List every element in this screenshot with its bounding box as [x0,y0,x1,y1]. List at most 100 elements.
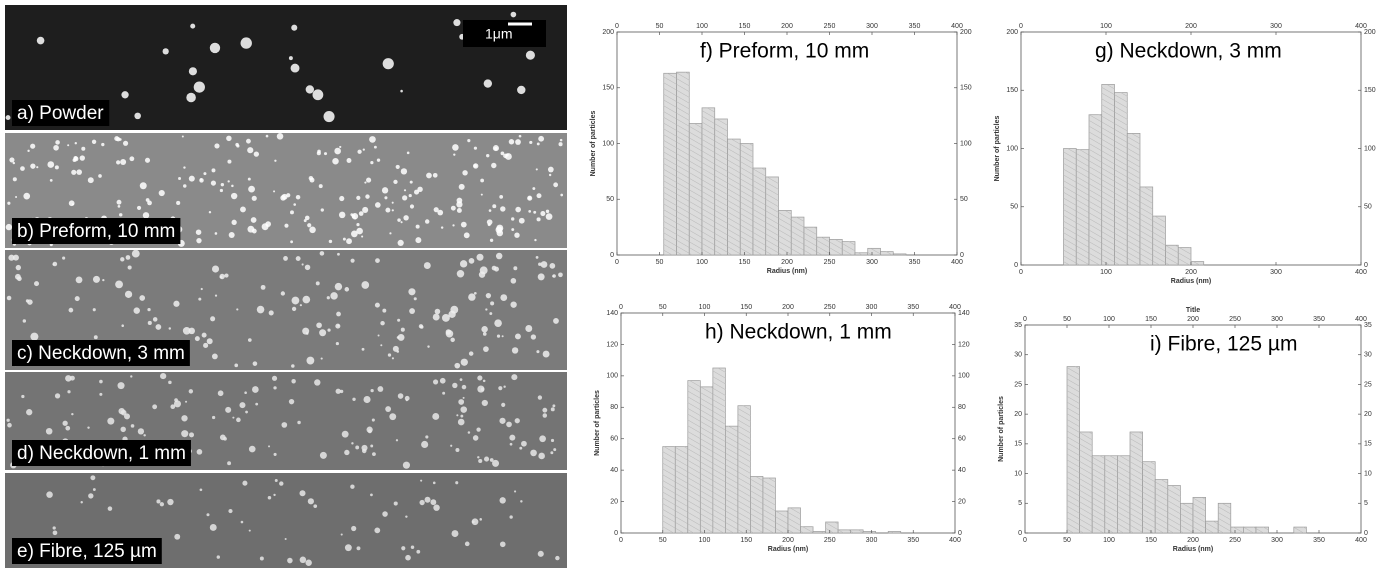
particle [302,295,311,304]
particle [307,223,312,228]
particle [545,213,553,220]
particle [536,350,540,354]
y-tick-label: 50 [606,196,614,203]
particle [181,135,184,138]
particle [256,305,265,314]
particle [439,377,446,384]
particle [30,163,36,169]
particle [299,490,306,497]
particle [121,324,124,327]
x-tick-label: 100 [699,537,711,544]
particle [290,63,300,73]
particle [27,149,30,153]
particle [27,299,33,305]
y-tick-label-right: 0 [960,252,964,259]
particle [372,452,376,457]
panel-label: b) Preform, 10 mm [17,221,175,242]
x-tick-label: 200 [781,259,793,266]
particle [392,345,399,352]
particle [393,179,398,185]
bar-hatch [850,529,864,533]
particle [457,418,465,426]
particle [316,322,322,329]
particle [156,499,161,504]
x-tick-label: 100 [696,259,708,266]
particle [483,79,493,88]
particle [99,379,103,384]
particle [338,211,346,219]
particle [120,409,127,416]
x-tick-label: 300 [866,259,878,266]
particle [424,496,431,503]
particle [549,262,556,269]
x-tick-label: 0 [619,537,623,544]
particle [208,210,212,214]
x-tick-label: 350 [909,259,921,266]
y-tick-label: 5 [1018,500,1022,507]
particle [496,334,501,338]
particle [397,333,405,341]
particle [71,412,74,416]
particle [509,515,513,519]
particle [211,168,216,173]
particle [494,319,502,327]
particle [540,261,548,268]
particle [65,425,71,431]
x-tick-label-top: 50 [1063,316,1071,323]
particle [168,327,172,330]
particle [499,417,506,424]
particle [216,555,220,559]
particle [250,217,257,223]
particle [373,145,377,149]
y-tick-label-right: 100 [960,140,972,147]
particle [203,342,209,348]
particle [305,85,315,94]
particle [76,169,82,175]
particle [273,493,276,497]
bar-hatch [1193,497,1206,533]
bar-hatch [1117,455,1130,533]
particle [291,379,296,384]
bar-hatch [855,252,868,255]
y-tick-label-right: 80 [958,404,966,411]
particle [532,187,536,191]
particle [520,500,523,503]
particle [67,144,70,147]
particle [380,344,383,347]
particle [472,163,479,169]
x-tick-label: 300 [866,537,878,544]
bar-hatch [1076,149,1089,265]
particle [339,389,344,394]
y-tick-label: 30 [1014,352,1022,359]
particle [290,240,293,244]
x-tick-label-top: 200 [782,304,794,311]
particle [281,422,288,428]
particle [52,530,58,536]
y-tick-label-right: 5 [1364,500,1368,507]
particle [410,545,415,550]
x-tick-label: 0 [615,259,619,266]
particle [510,11,517,18]
particle [253,151,260,157]
particle [247,338,252,342]
particle [211,353,218,360]
particle [23,192,31,200]
bar-hatch [1104,455,1118,533]
bar-hatch [1243,527,1256,533]
particle [376,158,381,162]
particle [246,138,251,144]
particle [430,499,437,506]
particle [30,143,36,149]
particle [327,328,331,332]
particle [509,434,516,441]
particle [456,201,463,208]
particle [419,499,425,506]
bar-hatch [888,531,901,533]
chart-title: f) Preform, 10 mm [700,40,869,63]
particle [9,157,15,163]
x-tick-label-top: 0 [619,304,623,311]
particle [21,394,25,399]
particle [314,379,321,386]
particle [448,310,456,318]
particle [361,281,370,289]
